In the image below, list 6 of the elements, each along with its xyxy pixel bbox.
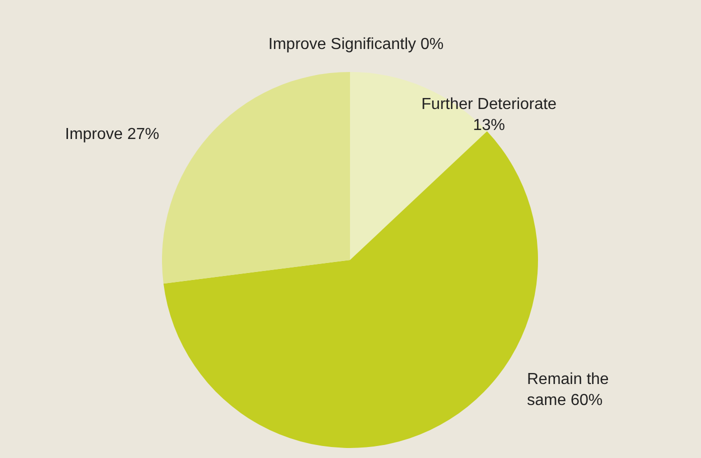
slice-label: Remain the same 60% <box>527 371 609 409</box>
category-label: Improve Significantly 0% <box>268 36 444 53</box>
slice-label: Improve 27% <box>65 126 160 143</box>
pie-slice <box>162 72 350 284</box>
data-label: 13% <box>472 117 506 134</box>
slice-label: Further Deteriorate <box>421 96 557 113</box>
